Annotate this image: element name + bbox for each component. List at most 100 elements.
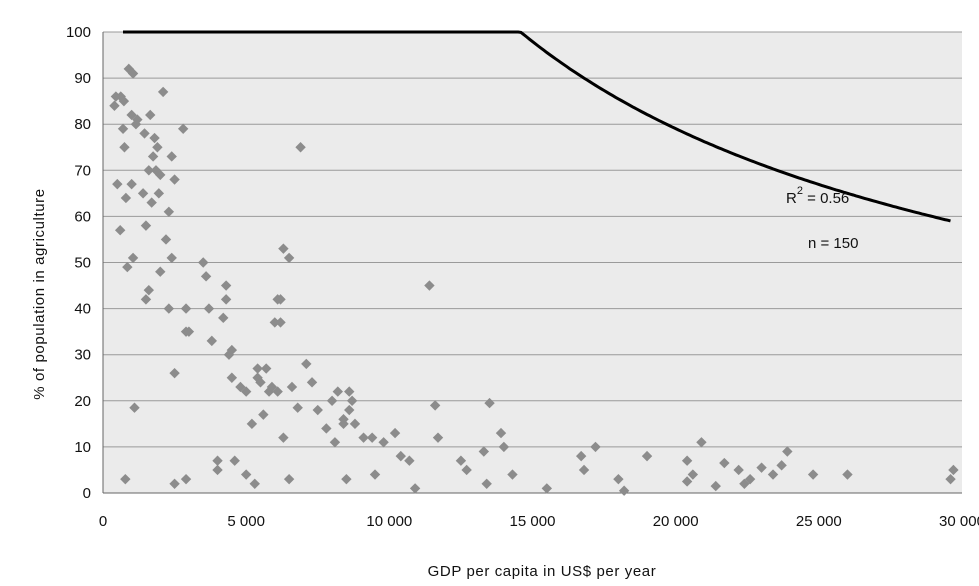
- data-point: [198, 257, 209, 268]
- data-point: [127, 68, 139, 79]
- data-point: [132, 114, 143, 125]
- data-point: [140, 220, 152, 231]
- data-point: [507, 469, 518, 480]
- data-point: [358, 432, 369, 443]
- data-point: [180, 473, 192, 485]
- data-point: [112, 178, 123, 190]
- data-point: [321, 423, 332, 434]
- x-tick-label: 20 000: [653, 513, 699, 530]
- data-point: [163, 206, 175, 217]
- data-point: [945, 473, 956, 485]
- data-point: [842, 469, 853, 480]
- data-point: [744, 473, 756, 485]
- data-point: [575, 450, 587, 462]
- data-point: [329, 437, 341, 448]
- data-point: [344, 404, 355, 416]
- data-point: [275, 294, 286, 305]
- data-point: [118, 95, 130, 107]
- data-point: [687, 469, 699, 480]
- data-point: [948, 464, 959, 476]
- data-point: [226, 372, 238, 383]
- data-point: [326, 395, 338, 406]
- data-point: [177, 123, 189, 135]
- data-point: [137, 188, 149, 199]
- data-point: [332, 386, 343, 397]
- data-point: [119, 142, 130, 153]
- data-point: [126, 109, 137, 121]
- data-point: [776, 460, 787, 471]
- y-tick-label: 70: [74, 162, 91, 179]
- data-point: [349, 418, 361, 430]
- y-tick-label: 30: [74, 347, 91, 364]
- data-point: [169, 174, 180, 185]
- data-point: [143, 284, 155, 296]
- data-point: [183, 326, 195, 337]
- data-point: [369, 469, 381, 480]
- x-tick-label: 5 000: [227, 513, 265, 530]
- data-point: [641, 450, 653, 462]
- y-tick-label: 60: [74, 208, 91, 225]
- data-point: [169, 367, 180, 379]
- data-point: [212, 455, 223, 466]
- data-point: [295, 142, 306, 153]
- data-point: [272, 386, 283, 397]
- y-tick-label: 90: [74, 70, 91, 87]
- data-point: [229, 455, 240, 466]
- r-squared-annotation: R2 = 0.56: [786, 185, 849, 207]
- data-point: [344, 386, 355, 397]
- data-point: [139, 128, 150, 139]
- y-tick-labels: 0 10 20 30 40 50 60 70 80 90 100: [66, 24, 91, 502]
- r-squared-superscript: 2: [797, 185, 803, 197]
- data-point: [338, 414, 349, 425]
- data-point: [223, 349, 235, 360]
- data-point: [122, 261, 133, 273]
- data-point: [719, 457, 730, 469]
- data-point: [153, 188, 165, 199]
- x-axis-title: GDP per capita in US$ per year: [428, 563, 657, 580]
- data-point: [498, 441, 510, 453]
- data-point: [160, 234, 172, 245]
- data-point: [212, 464, 223, 476]
- y-tick-label: 100: [66, 24, 91, 41]
- data-point: [484, 397, 495, 409]
- data-point: [283, 473, 295, 485]
- data-point: [481, 478, 492, 489]
- data-point: [455, 455, 467, 466]
- data-point: [278, 432, 289, 443]
- data-point: [117, 123, 129, 135]
- data-point: [166, 252, 177, 264]
- data-point: [378, 437, 389, 448]
- data-point: [578, 464, 590, 476]
- data-points: [109, 63, 959, 496]
- data-point: [590, 441, 601, 453]
- data-point: [157, 86, 169, 98]
- trend-line: [123, 30, 951, 223]
- data-point: [200, 271, 212, 282]
- data-point: [140, 294, 152, 305]
- y-tick-label: 40: [74, 301, 91, 318]
- data-point: [696, 437, 707, 448]
- data-point: [341, 473, 352, 485]
- data-point: [152, 142, 163, 153]
- data-point: [147, 151, 159, 162]
- data-point: [346, 395, 358, 406]
- data-point: [767, 469, 779, 480]
- data-point: [404, 455, 415, 466]
- data-point: [180, 303, 192, 314]
- data-point: [220, 294, 232, 305]
- data-point: [292, 402, 303, 413]
- data-point: [782, 446, 793, 457]
- data-point: [249, 478, 260, 489]
- data-point: [146, 197, 157, 208]
- data-point: [235, 381, 246, 393]
- data-point: [114, 225, 126, 236]
- y-tick-label: 0: [83, 485, 91, 502]
- data-point: [203, 303, 215, 314]
- data-point: [541, 483, 553, 494]
- data-point: [126, 178, 137, 190]
- y-axis-title: % of population in agriculture: [31, 188, 48, 399]
- data-point: [120, 192, 132, 204]
- data-point: [807, 469, 819, 480]
- data-point: [145, 109, 156, 121]
